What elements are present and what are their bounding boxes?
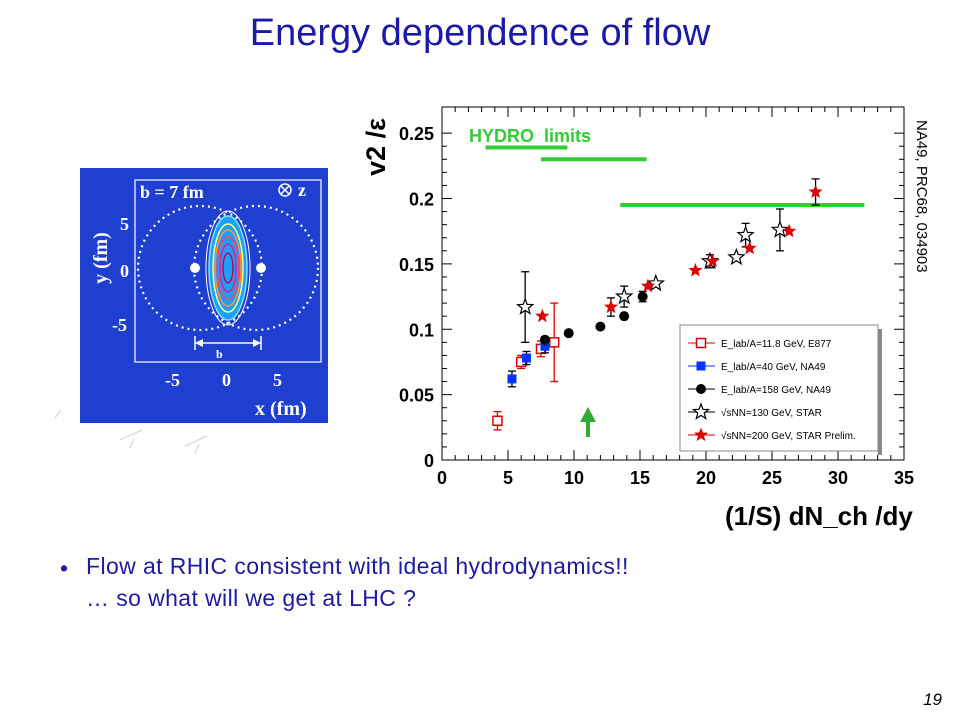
energy-marker-arrow <box>580 407 596 437</box>
y-tick-label: 0.15 <box>399 255 434 275</box>
x-tick-label: 20 <box>696 468 716 488</box>
legend-marker <box>691 402 711 420</box>
inset-b-label: b = 7 fm <box>140 182 204 202</box>
x-tick-label: 10 <box>564 468 584 488</box>
inset-y-tick: -5 <box>112 315 127 335</box>
data-point <box>646 273 666 292</box>
x-tick-label: 30 <box>828 468 848 488</box>
inset-z-label: z <box>298 180 306 200</box>
impact-parameter-label: b <box>216 347 223 361</box>
z-axis-symbol <box>278 183 292 197</box>
legend-marker <box>696 361 706 371</box>
legend-marker <box>696 384 706 394</box>
legend-marker <box>693 427 709 442</box>
overlap-inset: b = 7 fm z b y (fm) 5 0 -5 -5 0 5 x (fm) <box>54 168 328 455</box>
data-point <box>742 240 757 255</box>
data-point <box>535 308 550 323</box>
data-point <box>507 374 517 384</box>
slide-number: 19 <box>923 690 942 709</box>
legend-label: √sNN=130 GeV, STAR <box>721 407 822 419</box>
data-point <box>563 328 574 339</box>
data-point <box>539 334 550 345</box>
data-point <box>637 291 648 302</box>
data-point <box>808 184 823 198</box>
legend-marker <box>695 337 707 349</box>
x-tick-label: 5 <box>503 468 513 488</box>
inset-x-tick: -5 <box>165 370 180 390</box>
impact-parameter-arrow <box>194 336 262 350</box>
y-tick-label: 0.1 <box>409 320 434 340</box>
y-tick-label: 0.2 <box>409 190 434 210</box>
v2-vs-multiplicity-chart: v2 /ε 0 0.05 0.1 0.15 0.2 0.25 0 5 10 15 20 25 30 35… <box>361 106 914 531</box>
legend-box <box>679 324 879 452</box>
data-point <box>521 353 531 363</box>
slide-title: Energy dependence of flow <box>249 12 711 54</box>
y-tick-label: 0 <box>424 451 434 471</box>
inset-y-tick: 5 <box>120 214 129 234</box>
legend-shadow <box>878 329 882 455</box>
data-point <box>595 321 606 332</box>
legend-label: √sNN=200 GeV, STAR Prelim. <box>721 430 856 442</box>
legend: E_lab/A=11.8 GeV, E877 E_lab/A=40 GeV, NA… <box>679 324 882 455</box>
data-point <box>614 286 634 305</box>
data-point <box>727 247 746 266</box>
x-tick-label: 15 <box>630 468 650 488</box>
bullet-marker: • <box>60 555 69 581</box>
bullet-text-2: … so what will we get at LHC ? <box>86 585 417 611</box>
faint-arrow-decoration <box>54 409 208 455</box>
data-point <box>619 311 630 322</box>
data-point <box>782 223 797 238</box>
inset-x-axis-label: x (fm) <box>255 398 307 420</box>
reference-citation: NA49, PRC68, 034903 <box>913 120 930 273</box>
data-point <box>492 415 503 427</box>
energy-density-contours <box>190 210 266 326</box>
inset-x-tick: 0 <box>222 370 231 390</box>
data-point <box>705 253 720 268</box>
legend-label: E_lab/A=40 GeV, NA49 <box>721 362 826 373</box>
legend-label: E_lab/A=11.8 GeV, E877 <box>721 339 832 350</box>
hydro-limits-annotation: HYDRO limits <box>469 126 591 146</box>
inset-y-tick: 0 <box>120 261 129 281</box>
data-point <box>770 220 790 238</box>
y-axis-label: v2 /ε <box>361 118 391 176</box>
data-point <box>688 262 703 277</box>
legend-label: E_lab/A=158 GeV, NA49 <box>721 385 831 396</box>
data-point <box>515 297 535 315</box>
x-tick-label: 35 <box>894 468 914 488</box>
inset-x-tick: 5 <box>273 370 282 390</box>
x-tick-label: 25 <box>762 468 782 488</box>
inset-plot-frame <box>134 179 322 363</box>
inset-y-axis-label: y (fm) <box>90 232 112 284</box>
inset-background <box>80 168 328 423</box>
x-axis-label: (1/S) dN_ch /dy <box>725 501 913 531</box>
nucleus-right <box>192 204 320 332</box>
bullet-text-1: Flow at RHIC consistent with ideal hydro… <box>86 553 629 579</box>
y-tick-label: 0.05 <box>399 386 434 406</box>
data-point <box>540 341 550 351</box>
data-point <box>736 225 755 243</box>
data-point <box>603 299 619 314</box>
data-point <box>548 337 560 348</box>
x-tick-label: 0 <box>437 468 447 488</box>
data-point <box>640 278 656 293</box>
y-tick-label: 0.25 <box>399 124 434 144</box>
